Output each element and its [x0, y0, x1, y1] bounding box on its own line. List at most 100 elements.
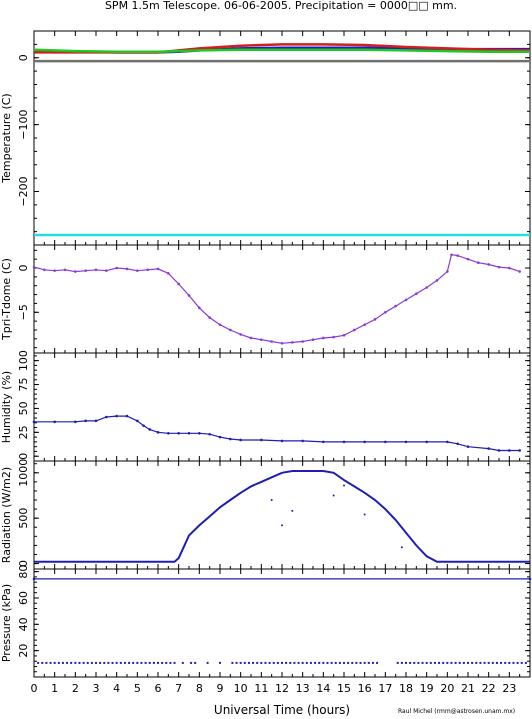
data-point — [206, 661, 209, 664]
x-tick-label: 20 — [440, 682, 454, 695]
data-point — [90, 661, 93, 664]
data-point — [119, 661, 122, 664]
data-point — [78, 661, 81, 664]
data-point — [37, 661, 40, 664]
data-point — [41, 661, 44, 664]
data-point — [500, 661, 503, 664]
data-point — [520, 661, 523, 664]
x-axis-label: Universal Time (hours) — [214, 703, 350, 717]
data-point — [314, 661, 317, 664]
series-line — [33, 254, 520, 344]
data-point — [239, 661, 242, 664]
x-tick-label: 10 — [234, 682, 248, 695]
chart-title: SPM 1.5m Telescope. 06-06-2005. Precipit… — [105, 0, 457, 12]
data-point — [165, 661, 168, 664]
x-tick-label: 21 — [461, 682, 475, 695]
data-point — [454, 661, 457, 664]
data-point — [425, 661, 428, 664]
data-point — [487, 661, 490, 664]
data-point — [128, 661, 131, 664]
data-point — [376, 661, 379, 664]
data-point — [495, 661, 498, 664]
panel-pressure — [33, 568, 531, 678]
x-tick-label: 13 — [296, 682, 310, 695]
data-point — [256, 661, 259, 664]
y-axis-label: Humidity (%) — [0, 371, 13, 443]
data-point — [332, 494, 335, 497]
x-tick-label: 12 — [275, 682, 289, 695]
data-point — [103, 661, 106, 664]
x-tick-label: 19 — [420, 682, 434, 695]
data-point — [363, 513, 366, 516]
y-axis-label: Tpri-Tdome (C) — [0, 258, 13, 341]
data-point — [70, 661, 73, 664]
x-tick-label: 11 — [254, 682, 268, 695]
data-point — [243, 661, 246, 664]
data-point — [190, 661, 193, 664]
data-point — [219, 661, 221, 664]
panel-tpri-tdome — [33, 244, 531, 354]
y-tick-label: 0 — [17, 54, 30, 61]
data-point — [475, 661, 478, 664]
x-tick-label: 6 — [155, 682, 162, 695]
data-point — [57, 661, 60, 664]
data-point — [136, 661, 139, 664]
panel-radiation — [33, 460, 531, 570]
data-point — [355, 661, 358, 664]
x-tick-label: 4 — [113, 682, 120, 695]
data-point — [417, 661, 420, 664]
panel-frame — [33, 30, 531, 246]
x-tick-label: 0 — [31, 682, 38, 695]
data-point — [508, 661, 511, 664]
x-tick-label: 15 — [337, 682, 351, 695]
data-point — [86, 661, 89, 664]
series-line — [34, 415, 520, 452]
data-point — [438, 661, 441, 664]
data-point — [45, 661, 48, 664]
data-point — [297, 661, 300, 664]
data-point — [132, 661, 135, 664]
data-point — [413, 661, 416, 664]
y-tick-label: 1000 — [17, 459, 30, 487]
data-point — [429, 661, 432, 664]
data-point — [74, 661, 77, 664]
data-point — [270, 499, 273, 502]
data-point — [516, 661, 519, 664]
data-point — [293, 661, 296, 664]
data-point — [504, 661, 507, 664]
x-tick-label: 17 — [378, 682, 392, 695]
data-point — [512, 661, 515, 664]
data-point — [421, 661, 424, 664]
data-point — [281, 524, 283, 527]
y-tick-label: 80 — [17, 565, 30, 579]
x-tick-label: 2 — [72, 682, 79, 695]
y-axis-label: Radiation (W/m2) — [0, 467, 13, 563]
y-tick-label: 0 — [17, 453, 30, 460]
data-point — [343, 661, 345, 664]
data-point — [338, 661, 341, 664]
data-point — [289, 661, 292, 664]
x-tick-label: 8 — [196, 682, 203, 695]
y-tick-label: 25 — [17, 425, 30, 439]
data-point — [458, 661, 461, 664]
data-point — [367, 661, 370, 664]
x-tick-label: 23 — [502, 682, 516, 695]
data-point — [53, 661, 56, 664]
data-point — [305, 661, 308, 664]
data-point — [181, 661, 184, 664]
data-point — [467, 661, 469, 664]
data-point — [326, 661, 329, 664]
data-point — [491, 661, 494, 664]
data-point — [396, 661, 399, 664]
series-line — [33, 48, 530, 53]
data-point — [281, 661, 283, 664]
y-tick-label: −100 — [17, 110, 30, 140]
panel-frame — [33, 352, 531, 462]
panel-frame — [33, 460, 531, 570]
data-point — [252, 661, 255, 664]
data-point — [309, 661, 312, 664]
y-tick-label: 0 — [17, 560, 30, 567]
data-point — [318, 661, 321, 664]
panel-humidity — [33, 352, 531, 462]
data-point — [140, 661, 143, 664]
